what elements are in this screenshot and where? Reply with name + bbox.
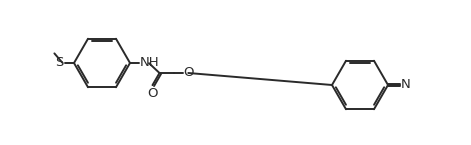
Text: NH: NH <box>139 57 159 69</box>
Text: O: O <box>147 87 157 100</box>
Text: N: N <box>401 78 411 91</box>
Text: O: O <box>184 67 194 79</box>
Text: S: S <box>56 57 64 69</box>
